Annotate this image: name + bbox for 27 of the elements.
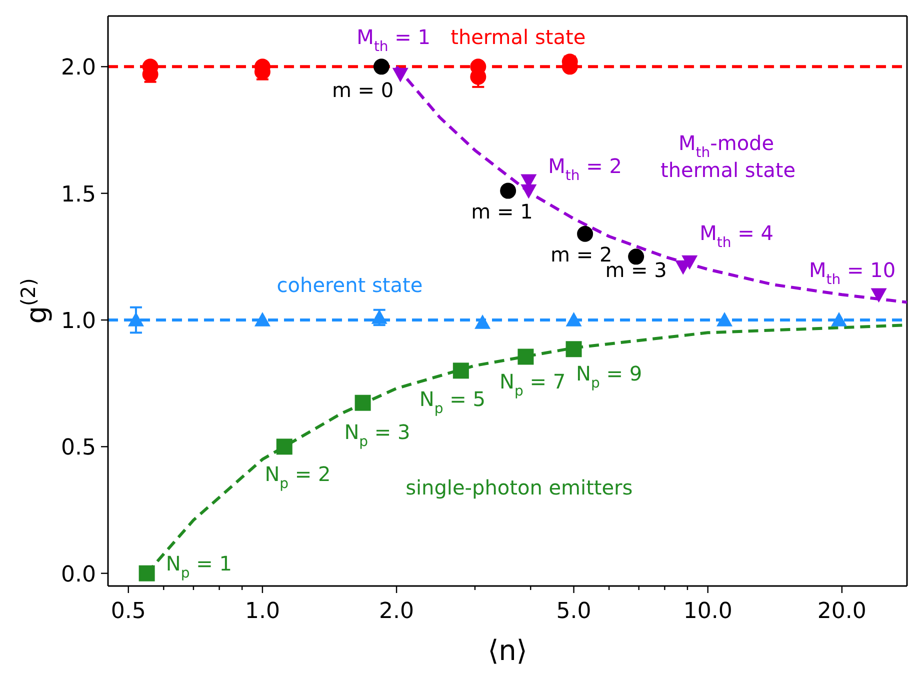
y-tick-label: 1.5: [61, 182, 96, 208]
y-tick-label: 0.5: [61, 436, 96, 461]
annotation: N$_{p}$ = 5: [419, 388, 486, 417]
annotation: thermal state: [450, 25, 586, 50]
annotation: m = 1: [471, 200, 533, 224]
x-tick-label: 5.0: [556, 599, 592, 624]
annotation: single-photon emitters: [406, 476, 633, 500]
y-tick-label: 0.0: [61, 562, 96, 588]
annotation: M$_{th}$ = 1: [356, 25, 431, 55]
annotation: m = 0: [332, 78, 394, 102]
annotation: N$_{p}$ = 9: [576, 362, 642, 392]
x-tick-label: 1.0: [244, 599, 280, 624]
annotation: M$_{th}$ = 2: [548, 154, 622, 184]
annotation: M$_{th}$ = 4: [700, 222, 774, 251]
annotation: N$_{p}$ = 2: [264, 462, 331, 492]
x-axis-title: ⟨n⟩: [488, 634, 528, 667]
x-tick-label: 10.0: [683, 599, 732, 624]
annotation: coherent state: [276, 274, 423, 298]
x-tick-label: 2.0: [379, 599, 414, 624]
annotation: N$_{p}$ = 7: [500, 370, 566, 400]
y-tick-label: 1.0: [61, 309, 96, 334]
annotation: N$_{p}$ = 3: [344, 420, 410, 450]
annotation: M$_{th}$ = 10: [808, 258, 896, 288]
x-tick-label: 20.0: [817, 599, 866, 624]
annotation: N$_{p}$ = 1: [166, 552, 232, 582]
y-tick-label: 2.0: [61, 56, 96, 81]
x-tick-label: 0.5: [110, 599, 146, 624]
